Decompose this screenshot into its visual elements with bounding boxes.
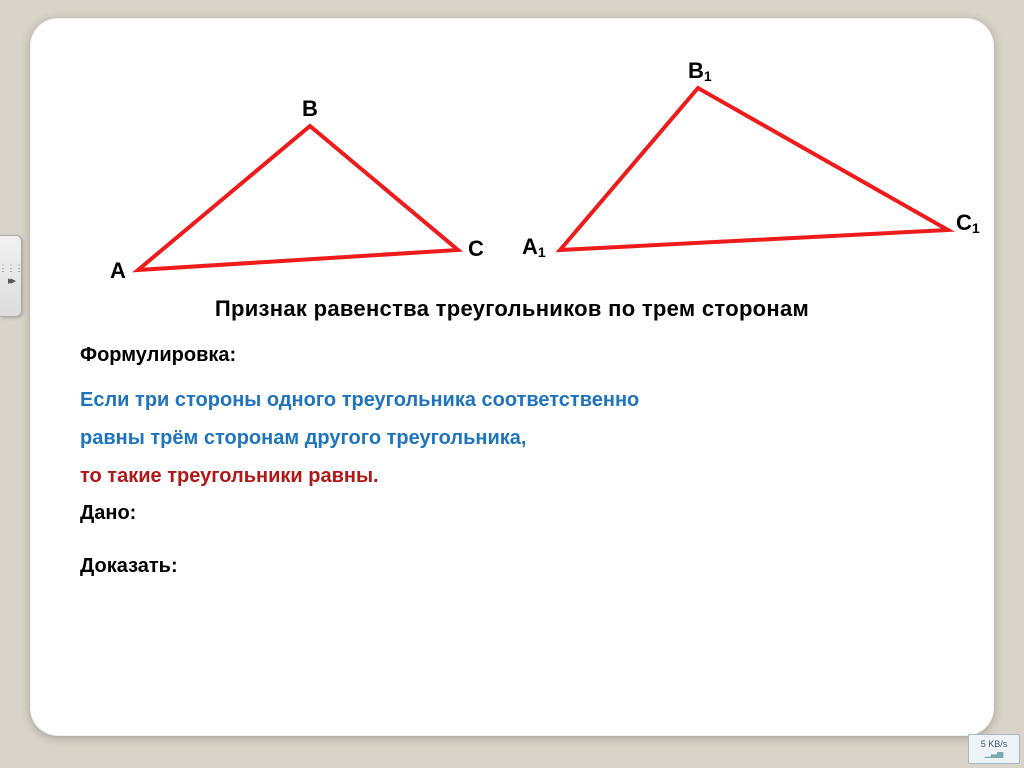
formulation-label: Формулировка: [80, 344, 944, 367]
prove-label: Доказать: [80, 555, 944, 578]
tab-arrows-icon: ▸▸ [8, 274, 13, 287]
triangles-diagram: ABCA1B1C1 [80, 58, 944, 288]
vertex-C1: C1 [956, 210, 980, 236]
given-label: Дано: [80, 502, 944, 525]
vertex-C: C [468, 236, 484, 262]
network-widget[interactable]: 5 KB/s ▁▃▅ [968, 734, 1020, 764]
vertex-B1: B1 [688, 58, 712, 84]
tab-dots: ⋮⋮⋮ [0, 265, 23, 271]
hypothesis-text: Если три стороны одного треугольника соо… [80, 381, 944, 457]
net-bars-icon: ▁▃▅ [985, 750, 1003, 759]
text-block: Признак равенства треугольников по трем … [80, 296, 944, 578]
slide-card: A B C A1 B1 C1 Признак равенства треугольнико… [30, 18, 994, 736]
theorem-title: Признак равенства треугольников по трем … [80, 296, 944, 322]
blue-line-2: равны трём сторонам другого треугольника… [80, 427, 526, 449]
expand-side-tab[interactable]: ⋮⋮⋮ ▸▸ [0, 235, 22, 317]
vertex-B: B [302, 96, 318, 122]
blue-line-1: Если три стороны одного треугольника соо… [80, 389, 639, 411]
vertex-A1: A1 [522, 234, 546, 260]
vertex-A: A [110, 258, 126, 284]
conclusion-text: то такие треугольники равны. [80, 465, 944, 488]
